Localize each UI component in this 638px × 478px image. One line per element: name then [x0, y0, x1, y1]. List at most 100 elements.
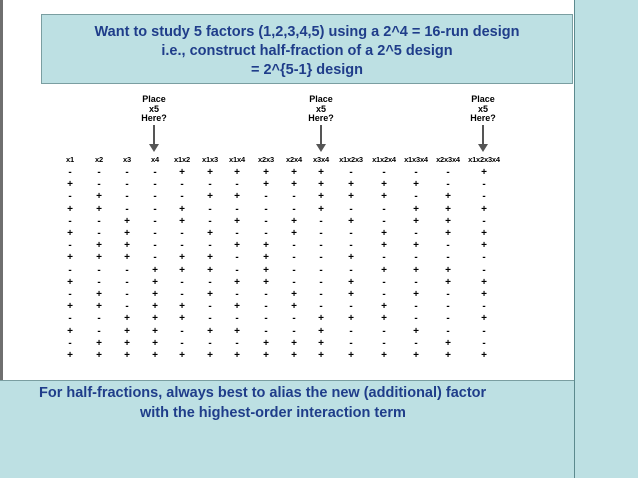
table-cell: +	[96, 350, 102, 361]
table-cell: -	[292, 203, 296, 215]
table-cell: -	[292, 191, 296, 203]
table-cell: +	[207, 228, 213, 239]
table-cell: +	[413, 325, 419, 337]
table-cell: +	[152, 325, 158, 337]
place-x5-arrow-x4: Place x5 Here?	[124, 94, 184, 152]
design-matrix: x1 x2 x3 x4 x1x2 x1x3 x1x4 x2x3 x2x4 x3x4 x1x2x3 x1…	[66, 155, 500, 361]
table-cell: -	[153, 228, 157, 239]
table-cell: -	[125, 264, 129, 276]
table-cell: +	[318, 179, 324, 191]
table-cell: -	[446, 179, 450, 191]
left-edge-strip	[0, 0, 3, 478]
table-cell: -	[446, 325, 450, 337]
column-header-x2x3x4: x2x3x4	[436, 155, 460, 164]
table-cell: +	[234, 240, 240, 252]
table-cell: +	[263, 252, 269, 264]
table-cell: +	[96, 301, 102, 313]
table-cell: -	[97, 215, 101, 227]
table-cell: +	[67, 203, 73, 215]
table-cell: -	[349, 301, 353, 313]
table-cell: -	[319, 228, 323, 239]
table-cell: +	[348, 215, 354, 227]
table-cell: +	[348, 276, 354, 288]
table-cell: -	[349, 167, 353, 178]
table-cell: +	[234, 167, 240, 178]
table-cell: -	[235, 313, 239, 325]
table-cell: -	[446, 301, 450, 313]
table-cell: -	[349, 240, 353, 252]
table-cell: +	[152, 264, 158, 276]
table-cell: -	[319, 215, 323, 227]
table-cell: -	[382, 325, 386, 337]
table-cell: -	[264, 301, 268, 313]
table-cell: -	[349, 337, 353, 349]
table-cell: +	[124, 337, 130, 349]
table-cell: -	[482, 337, 486, 349]
column-header-x2x4: x2x4	[286, 155, 302, 164]
table-cell: -	[153, 240, 157, 252]
table-cell: -	[68, 215, 72, 227]
table-cell: +	[291, 228, 297, 239]
table-cell: -	[382, 252, 386, 264]
table-cell: +	[445, 191, 451, 203]
table-cell: -	[292, 276, 296, 288]
table-cell: +	[291, 301, 297, 313]
table-cell: -	[264, 203, 268, 215]
column-header-x2: x2	[95, 155, 103, 164]
table-cell: +	[291, 289, 297, 300]
column-header-x1: x1	[66, 155, 74, 164]
table-cell: +	[445, 215, 451, 227]
table-cell: +	[445, 203, 451, 215]
table-cell: -	[446, 289, 450, 300]
table-cell: -	[235, 337, 239, 349]
table-cell: +	[152, 301, 158, 313]
table-cell: +	[179, 313, 185, 325]
table-cell: -	[414, 301, 418, 313]
table-cell: -	[264, 313, 268, 325]
table-cell: -	[319, 252, 323, 264]
place-label-factor: x5	[148, 103, 159, 114]
column-header-x4: x4	[151, 155, 159, 164]
table-cell: +	[381, 228, 387, 239]
table-cell: +	[481, 289, 487, 300]
table-cell: +	[124, 350, 130, 361]
table-cell: +	[381, 350, 387, 361]
table-cell: -	[414, 337, 418, 349]
table-cell: -	[125, 276, 129, 288]
table-cell: +	[96, 203, 102, 215]
table-cell: +	[381, 179, 387, 191]
table-cell: +	[291, 350, 297, 361]
table-cell: -	[446, 252, 450, 264]
title-box: Want to study 5 factors (1,2,3,4,5) usin…	[41, 14, 573, 84]
table-cell: +	[291, 215, 297, 227]
table-cell: +	[291, 167, 297, 178]
table-cell: +	[348, 179, 354, 191]
table-cell: +	[234, 301, 240, 313]
table-cell: +	[67, 276, 73, 288]
table-cell: -	[68, 337, 72, 349]
column-header-x1x4: x1x4	[229, 155, 245, 164]
table-cell: +	[348, 350, 354, 361]
table-cell: -	[446, 167, 450, 178]
arrow-shaft	[320, 124, 322, 144]
table-cell: +	[263, 240, 269, 252]
table-cell: +	[67, 252, 73, 264]
table-cell: -	[382, 167, 386, 178]
table-cell: -	[125, 167, 129, 178]
table-cell: -	[68, 264, 72, 276]
table-cell: +	[179, 167, 185, 178]
table-cell: +	[381, 301, 387, 313]
table-cell: +	[67, 325, 73, 337]
table-cell: +	[445, 228, 451, 239]
table-cell: -	[414, 276, 418, 288]
place-label-factor: x5	[477, 103, 488, 114]
table-cell: -	[208, 240, 212, 252]
table-cell: +	[124, 313, 130, 325]
table-cell: +	[381, 240, 387, 252]
table-cell: +	[263, 167, 269, 178]
table-cell: -	[208, 203, 212, 215]
table-cell: -	[349, 203, 353, 215]
table-cell: -	[414, 228, 418, 239]
table-cell: -	[180, 325, 184, 337]
table-cell: -	[264, 289, 268, 300]
